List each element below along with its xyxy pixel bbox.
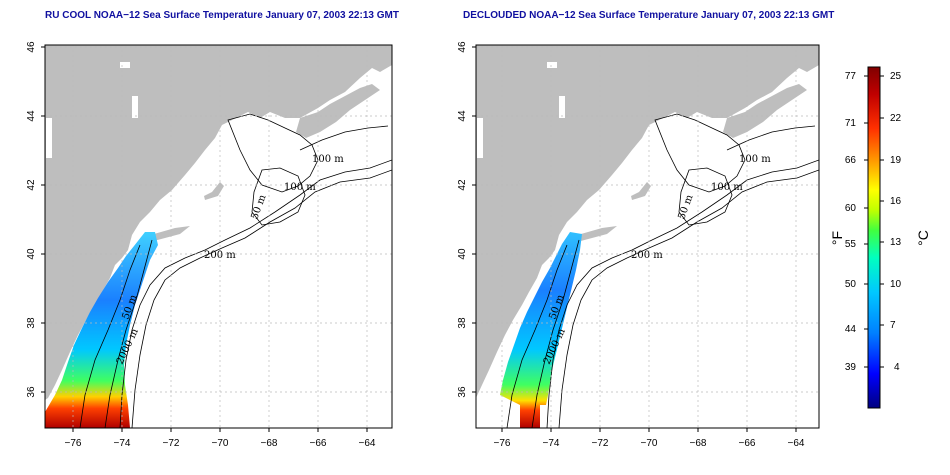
colorbar-c-tick: 16 [890,196,902,207]
sst-band [500,232,582,428]
colorbar-f-tick: 71 [845,118,857,129]
colorbar-ticks [864,75,884,368]
lon-tick-label: −66 [310,438,327,449]
lat-tick-label: 38 [457,317,468,329]
land-cape-cod [631,182,651,200]
contour-label-200m: 200 m [204,250,236,261]
land-nova-scotia [723,84,807,138]
colorbar-f-tick: 44 [845,324,857,335]
contour-label-100m-b: 100 m [284,182,316,193]
graticule [45,45,392,428]
lat-tick-label: 40 [26,248,37,260]
axis-ticks [41,46,368,432]
map-frame [475,44,820,429]
colorbar-f-tick: 66 [845,155,857,166]
lon-tick-label: −74 [114,438,131,449]
bathymetry-contours [79,113,392,428]
colorbar-unit-fahrenheit: °F [829,231,845,245]
colorbar-c-tick: 10 [890,279,902,290]
contour-label-100m-a: 100 m [739,154,771,165]
lat-tick-label: 40 [457,248,468,260]
map-panel-left: 100 m 100 m 50 m 200 m 50 m 2000 m −76 −… [26,41,393,449]
colorbar-c-tick: 25 [890,71,902,82]
lon-tick-label: −68 [690,438,707,449]
land-mass [45,45,392,400]
land-nova-scotia [296,84,380,138]
colorbar-c-tick: 19 [890,155,902,166]
lat-tick-label: 44 [457,110,468,122]
lat-tick-label: 46 [457,41,468,53]
map-panel-right: 100 m 100 m 50 m 200 m 50 m 2000 m −76 −… [457,41,820,449]
colorbar-gradient [867,66,881,409]
colorbar-f-tick: 77 [845,71,857,82]
map-title-left: RU COOL NOAA−12 Sea Surface Temperature … [45,10,399,21]
colorbar-f-tick: 60 [845,203,857,214]
colorbar-c-tick: 4 [894,362,900,373]
lake-2 [559,96,565,118]
lon-tick-label: −74 [543,438,560,449]
lat-tick-label: 36 [457,386,468,398]
colorbar-c-tick: 13 [890,237,902,248]
lat-tick-label: 42 [26,179,37,191]
lake-1 [547,62,557,68]
lake-1 [120,62,130,68]
sst-band [45,232,158,428]
lat-tick-label: 42 [457,179,468,191]
land-mass [476,45,819,398]
lake-3 [46,118,52,158]
axis-ticks [472,46,797,432]
colorbar-c-tick: 7 [890,320,896,331]
graticule [476,45,819,428]
contour-label-100m-a: 100 m [312,154,344,165]
lon-tick-label: −76 [65,438,82,449]
lake-2 [132,96,138,118]
lon-tick-label: −68 [261,438,278,449]
lon-tick-label: −72 [163,438,180,449]
colorbar-f-tick: 39 [845,362,857,373]
lon-tick-label: −72 [592,438,609,449]
contour-label-200m: 200 m [631,250,663,261]
colorbar-f-tick: 50 [845,279,857,290]
lat-tick-label: 44 [26,110,37,122]
lon-tick-label: −64 [359,438,376,449]
lon-tick-label: −64 [788,438,805,449]
land-cape-cod [204,182,224,200]
lon-tick-label: −76 [494,438,511,449]
lon-tick-label: −66 [739,438,756,449]
colorbar-unit-celsius: °C [915,230,931,246]
lat-tick-label: 38 [26,317,37,329]
lon-tick-label: −70 [641,438,658,449]
bathymetry-contours [506,113,819,428]
colorbar: 77 71 66 60 55 50 44 39 25 22 19 16 13 1… [829,66,931,409]
lat-tick-label: 36 [26,386,37,398]
lake-3 [477,118,483,158]
map-title-right: DECLOUDED NOAA−12 Sea Surface Temperatur… [463,10,835,21]
contour-label-100m-b: 100 m [711,182,743,193]
colorbar-c-tick: 22 [890,113,902,124]
colorbar-f-tick: 55 [845,239,857,250]
lat-tick-label: 46 [26,41,37,53]
lon-tick-label: −70 [212,438,229,449]
map-frame [44,44,393,429]
